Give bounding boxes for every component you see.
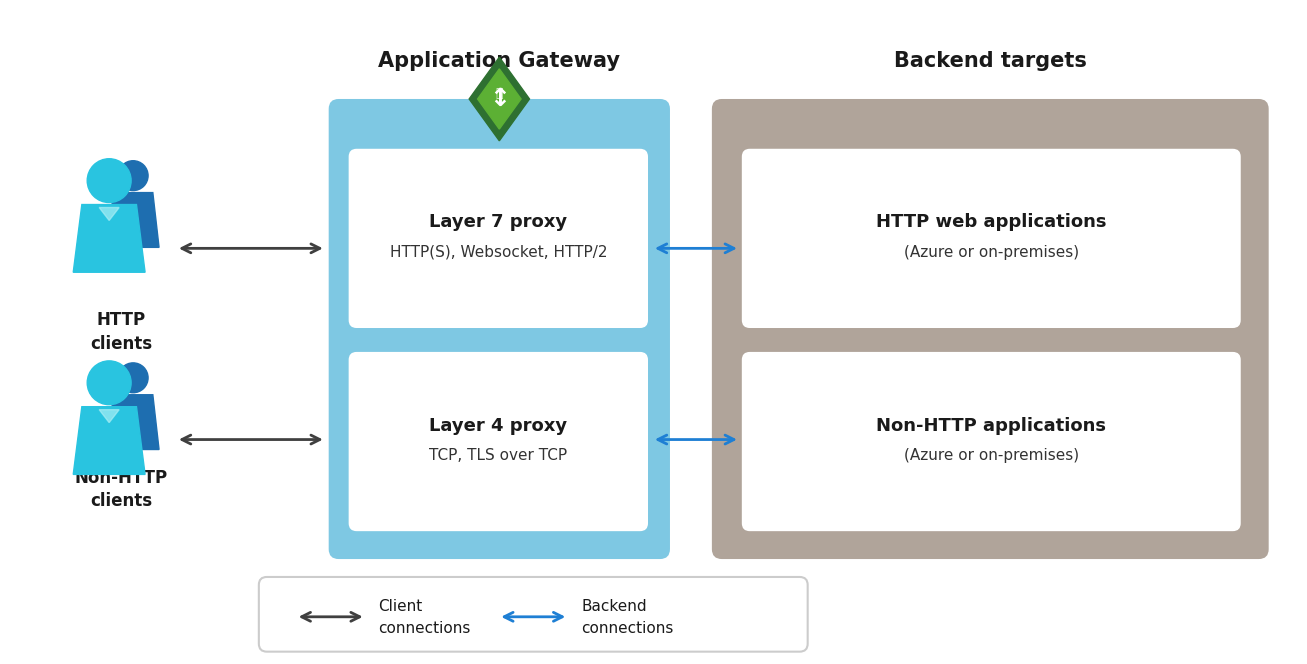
FancyBboxPatch shape	[742, 352, 1240, 531]
FancyBboxPatch shape	[742, 149, 1240, 328]
Text: (Azure or on-premises): (Azure or on-premises)	[903, 245, 1078, 260]
Text: connections: connections	[582, 622, 673, 636]
FancyBboxPatch shape	[328, 99, 670, 559]
FancyBboxPatch shape	[349, 352, 648, 531]
Polygon shape	[107, 193, 159, 248]
Text: HTTP(S), Websocket, HTTP/2: HTTP(S), Websocket, HTTP/2	[389, 245, 606, 260]
Polygon shape	[73, 406, 145, 474]
Circle shape	[118, 363, 148, 392]
Text: Layer 7 proxy: Layer 7 proxy	[429, 213, 567, 232]
Text: ↕: ↕	[489, 87, 510, 111]
Circle shape	[118, 161, 148, 191]
Text: ⧉: ⧉	[495, 88, 503, 100]
FancyBboxPatch shape	[712, 99, 1269, 559]
Text: TCP, TLS over TCP: TCP, TLS over TCP	[429, 448, 567, 463]
Text: Non-HTTP applications: Non-HTTP applications	[876, 416, 1106, 435]
Text: (Azure or on-premises): (Azure or on-premises)	[903, 448, 1078, 463]
Polygon shape	[477, 69, 521, 129]
FancyBboxPatch shape	[349, 149, 648, 328]
Text: Non-HTTP
clients: Non-HTTP clients	[74, 469, 167, 510]
Text: connections: connections	[379, 622, 471, 636]
Text: HTTP web applications: HTTP web applications	[876, 213, 1107, 232]
Circle shape	[88, 159, 131, 203]
Text: Client: Client	[379, 600, 423, 614]
Text: Backend targets: Backend targets	[894, 51, 1086, 71]
Polygon shape	[73, 205, 145, 272]
Polygon shape	[469, 57, 529, 141]
FancyBboxPatch shape	[259, 577, 808, 651]
Text: Application Gateway: Application Gateway	[378, 51, 621, 71]
Text: Layer 4 proxy: Layer 4 proxy	[429, 416, 567, 435]
Text: HTTP
clients: HTTP clients	[90, 311, 152, 353]
Polygon shape	[99, 410, 119, 422]
Text: Backend: Backend	[582, 600, 647, 614]
Polygon shape	[99, 208, 119, 220]
Circle shape	[88, 361, 131, 404]
Polygon shape	[107, 394, 159, 450]
